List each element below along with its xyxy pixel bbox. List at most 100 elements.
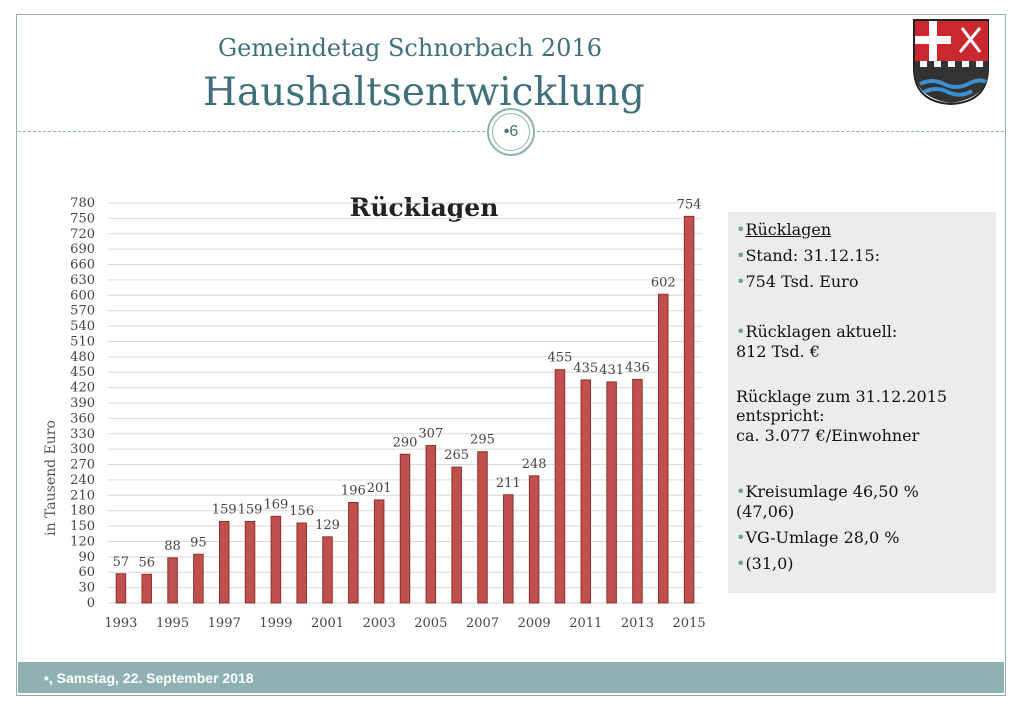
- info-panel: •Rücklagen •Stand: 31.12.15: •754 Tsd. E…: [728, 212, 996, 593]
- x-tick-label: 2013: [621, 616, 654, 631]
- y-tick-label: 270: [70, 458, 95, 473]
- bar-2010: [554, 369, 566, 604]
- bar-2007: [477, 451, 488, 604]
- reserves-chart: Rücklagen in Tausend Euro 03060901201501…: [43, 193, 706, 631]
- data-label-2005: 307: [418, 427, 443, 442]
- data-label-2000: 156: [289, 504, 314, 519]
- y-tick-label: 360: [70, 411, 95, 426]
- bar-2014: [658, 293, 669, 604]
- bar-1999: [270, 515, 282, 604]
- y-tick-label: 510: [70, 334, 95, 349]
- data-label-1996: 95: [190, 535, 207, 550]
- data-label-2013: 436: [625, 360, 650, 375]
- slide-number-badge: •6: [487, 108, 535, 156]
- x-tick-label: 1995: [156, 616, 189, 631]
- info-vg-umlage: VG-Umlage 28,0 %: [745, 528, 900, 547]
- data-label-2004: 290: [393, 435, 418, 450]
- data-label-2003: 201: [367, 481, 392, 496]
- bar-1994: [141, 573, 152, 604]
- info-current-value: 812 Tsd. €: [736, 342, 820, 361]
- x-tick-label: 2001: [311, 616, 344, 631]
- info-per-capita-line1: Rücklage zum 31.12.2015: [736, 387, 948, 406]
- y-tick-label: 660: [70, 258, 95, 273]
- data-label-1998: 159: [238, 502, 263, 517]
- chart-title: Rücklagen: [350, 193, 499, 222]
- data-label-2012: 431: [599, 363, 624, 378]
- x-tick-label: 2005: [414, 616, 447, 631]
- y-tick-label: 690: [70, 242, 95, 257]
- y-tick-label: 540: [70, 319, 95, 334]
- bar-2008: [503, 494, 514, 604]
- slide-title: Haushaltsentwicklung: [203, 70, 645, 115]
- data-label-2010: 455: [548, 351, 573, 366]
- x-tick-label: 2009: [518, 616, 551, 631]
- bar-2000: [296, 522, 307, 604]
- y-tick-label: 390: [70, 396, 95, 411]
- x-tick-label: 2015: [673, 616, 706, 631]
- y-tick-label: 780: [70, 196, 95, 211]
- y-tick-label: 450: [70, 365, 95, 380]
- info-date: Stand: 31.12.15:: [745, 246, 881, 265]
- data-label-1999: 169: [263, 497, 288, 512]
- bar-2009: [528, 475, 540, 604]
- bar-2012: [606, 381, 617, 604]
- bar-1997: [218, 520, 230, 604]
- data-label-1994: 56: [138, 555, 155, 570]
- footer-bar: •, Samstag, 22. September 2018: [18, 662, 1004, 693]
- bar-2003: [373, 499, 385, 604]
- y-tick-label: 600: [70, 288, 95, 303]
- y-tick-label: 240: [70, 473, 95, 488]
- data-label-2015: 754: [677, 197, 702, 212]
- y-axis-label: in Tausend Euro: [43, 420, 59, 536]
- info-per-capita-line3: ca. 3.077 €/Einwohner: [736, 426, 920, 445]
- x-tick-label: 2003: [363, 616, 396, 631]
- y-tick-label: 210: [70, 488, 95, 503]
- bar-2013: [632, 378, 643, 604]
- y-tick-label: 300: [70, 442, 95, 457]
- y-tick-label: 0: [87, 596, 95, 611]
- y-tick-label: 150: [70, 519, 95, 534]
- footer-date: •, Samstag, 22. September 2018: [44, 670, 254, 686]
- coat-of-arms-icon: [913, 19, 989, 106]
- bar-2006: [451, 466, 462, 604]
- data-label-2001: 129: [315, 518, 340, 533]
- bar-1993: [115, 573, 127, 604]
- y-tick-label: 90: [78, 550, 95, 565]
- data-label-2007: 295: [470, 433, 495, 448]
- bar-2002: [348, 501, 359, 604]
- y-tick-label: 480: [70, 350, 95, 365]
- info-kreisumlage: Kreisumlage 46,50 %: [745, 482, 919, 501]
- data-label-1993: 57: [113, 555, 130, 570]
- y-tick-label: 30: [78, 581, 95, 596]
- bar-1995: [167, 557, 178, 604]
- bar-2011: [580, 379, 592, 604]
- info-vg-umlage-prev: (31,0): [745, 554, 794, 573]
- data-label-2008: 211: [496, 476, 521, 491]
- info-reserves-heading: Rücklagen: [745, 220, 832, 239]
- x-tick-label: 2007: [466, 616, 499, 631]
- y-tick-label: 420: [70, 381, 95, 396]
- info-current-label: Rücklagen aktuell:: [745, 322, 898, 341]
- x-tick-label: 1997: [208, 616, 241, 631]
- data-label-2009: 248: [522, 457, 547, 472]
- y-tick-label: 750: [70, 211, 95, 226]
- bar-2004: [399, 453, 411, 604]
- y-tick-label: 330: [70, 427, 95, 442]
- data-label-2014: 602: [651, 275, 676, 290]
- bar-1996: [193, 553, 204, 604]
- info-per-capita-line2: entspricht:: [736, 406, 825, 425]
- y-tick-label: 570: [70, 304, 95, 319]
- x-tick-label: 2011: [569, 616, 602, 631]
- info-amount: 754 Tsd. Euro: [745, 272, 859, 291]
- info-kreisumlage-prev: (47,06): [736, 502, 795, 521]
- bar-2015: [683, 215, 695, 604]
- slide-subtitle: Gemeindetag Schnorbach 2016: [218, 34, 602, 62]
- y-tick-label: 60: [78, 565, 95, 580]
- bar-2001: [322, 536, 333, 604]
- data-label-2002: 196: [341, 483, 366, 498]
- bar-1998: [244, 520, 256, 604]
- data-label-2006: 265: [444, 448, 469, 463]
- x-tick-label: 1999: [259, 616, 292, 631]
- slide-number: •6: [492, 113, 530, 151]
- data-label-1997: 159: [212, 502, 237, 517]
